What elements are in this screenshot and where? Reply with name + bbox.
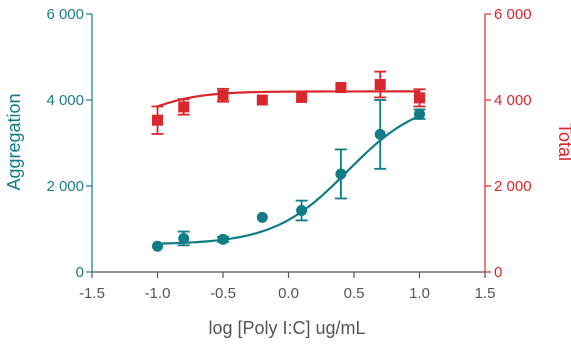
left-y-tick-label: 2 000 (46, 178, 84, 195)
right-y-tick-label: 0 (494, 264, 502, 281)
total-point (296, 91, 308, 103)
aggregation-fit-curve (157, 114, 420, 245)
x-axis-label: log [Poly I:C] ug/mL (208, 318, 365, 338)
tick-labels: -1.5 -1.0 -0.5 0.0 0.5 1.0 1.5 0 2 000 4 000 6 000… (46, 6, 531, 302)
aggregation-point (374, 128, 386, 140)
aggregation-point (296, 205, 308, 217)
x-tick-label: -1.0 (145, 285, 171, 302)
x-tick-label: 0.0 (278, 285, 299, 302)
right-y-axis-label: Total (555, 123, 571, 161)
x-tick-label: 1.0 (409, 285, 430, 302)
x-tick-label: 0.5 (344, 285, 365, 302)
tick-marks (86, 13, 491, 278)
aggregation-point (152, 240, 163, 252)
total-point (217, 89, 229, 101)
left-y-tick-label: 4 000 (46, 92, 84, 109)
total-point (414, 92, 425, 104)
x-tick-label: 1.5 (475, 285, 496, 302)
aggregation-point (414, 108, 425, 120)
right-y-tick-label: 4 000 (494, 92, 532, 109)
total-point (256, 94, 268, 106)
left-y-tick-label: 6 000 (46, 6, 84, 23)
data-points (152, 79, 425, 252)
aggregation-point (178, 232, 190, 244)
fit-curves (157, 90, 420, 245)
total-point (335, 82, 347, 94)
left-y-axis-label: Aggregation (4, 93, 24, 190)
total-point (178, 101, 190, 113)
left-y-tick-label: 0 (76, 264, 84, 281)
total-fit-curve (157, 90, 420, 108)
axes (91, 14, 486, 273)
aggregation-point (217, 233, 229, 245)
aggregation-point (335, 168, 347, 180)
aggregation-point (256, 211, 268, 223)
right-y-tick-label: 2 000 (494, 178, 532, 195)
right-y-tick-label: 6 000 (494, 6, 532, 23)
x-tick-label: -1.5 (79, 285, 105, 302)
total-point (374, 79, 386, 91)
total-point (152, 114, 163, 126)
x-tick-label: -0.5 (210, 285, 236, 302)
